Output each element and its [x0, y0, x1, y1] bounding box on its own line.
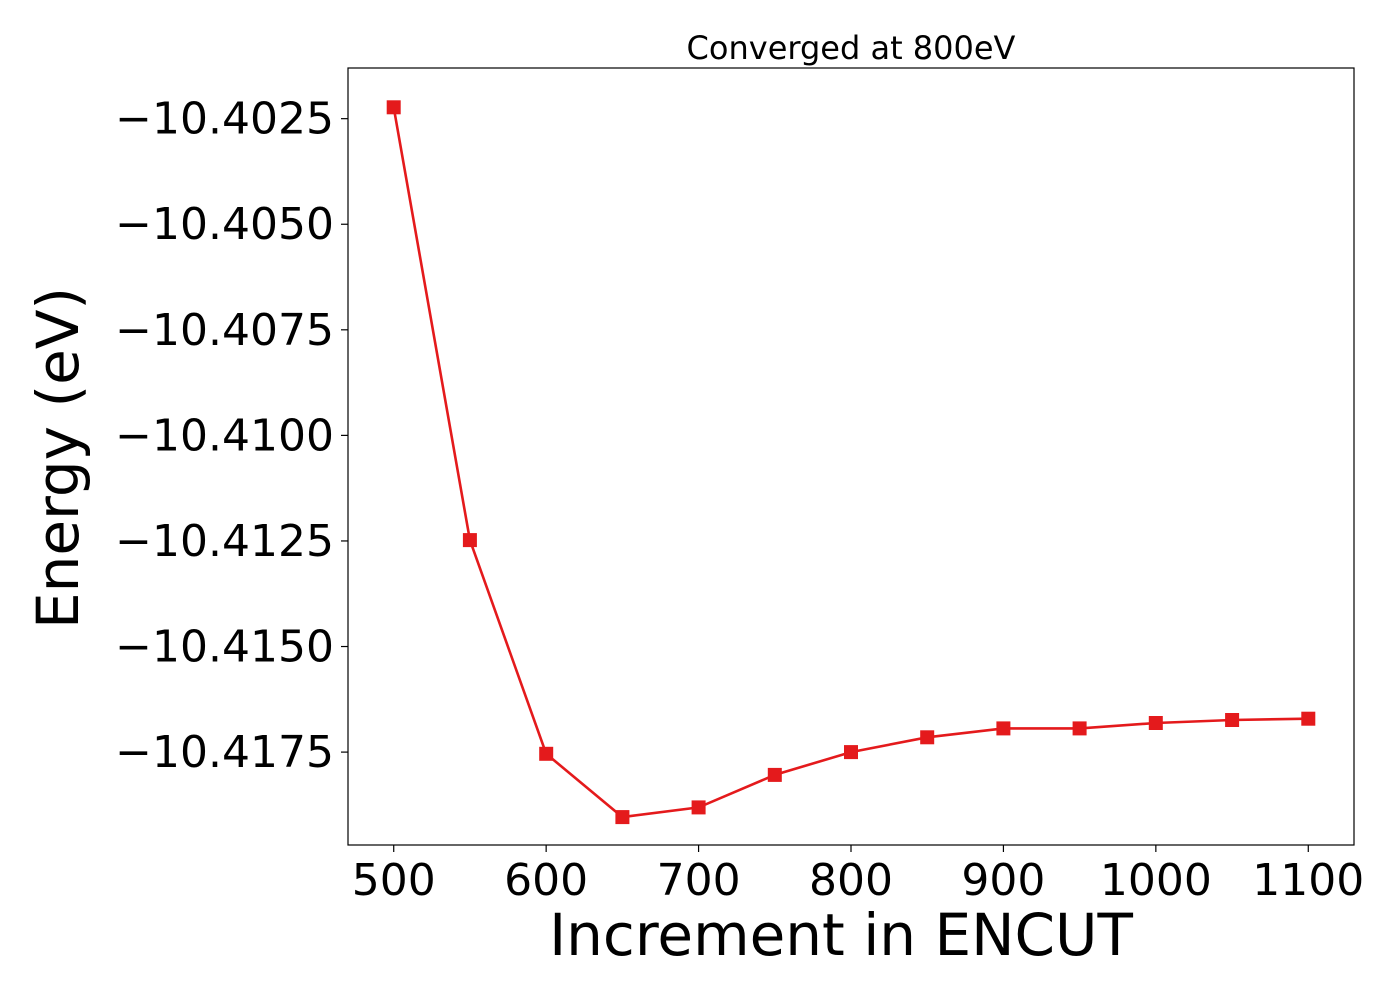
data-point-marker — [1148, 716, 1163, 730]
y-tick-label: −10.4175 — [115, 727, 334, 778]
data-point-marker — [1072, 721, 1087, 736]
data-point-marker — [996, 721, 1011, 736]
x-tick-label: 1100 — [1252, 855, 1364, 906]
y-axis-title: Energy (eV) — [24, 287, 92, 629]
plot-area-frame — [347, 67, 1355, 846]
data-point-marker — [539, 746, 554, 761]
y-tick-label: −10.4025 — [115, 94, 334, 145]
x-axis: 500 600 700 800 900 1000 1100 — [352, 845, 1364, 906]
x-tick-label: 900 — [961, 855, 1045, 906]
y-tick-label: −10.4125 — [115, 516, 334, 567]
data-point-marker — [386, 100, 401, 115]
y-tick-label: −10.4100 — [115, 410, 334, 461]
data-point-marker — [767, 767, 782, 782]
x-tick-label: 600 — [504, 855, 588, 906]
x-axis-title: Increment in ENCUT — [549, 901, 1133, 969]
y-tick-label: −10.4075 — [115, 305, 334, 356]
x-tick-label: 800 — [809, 855, 893, 906]
chart-title: Converged at 800eV — [687, 29, 1016, 67]
data-point-marker — [462, 533, 477, 548]
series-layer — [386, 100, 1316, 825]
data-point-marker — [615, 810, 630, 825]
x-tick-label: 500 — [352, 855, 436, 906]
data-point-marker — [844, 745, 858, 760]
data-point-marker — [1301, 711, 1316, 726]
x-tick-label: 1000 — [1100, 855, 1212, 906]
y-tick-label: −10.4050 — [115, 199, 334, 250]
x-tick-label: 700 — [657, 855, 741, 906]
y-axis: −10.4025 −10.4050 −10.4075 −10.4100 −10.4125… — [115, 94, 348, 778]
data-point-marker — [1225, 713, 1240, 727]
data-point-marker — [691, 800, 706, 815]
series-line — [392, 107, 1309, 819]
data-point-marker — [920, 730, 935, 745]
y-tick-label: −10.4150 — [115, 622, 334, 673]
